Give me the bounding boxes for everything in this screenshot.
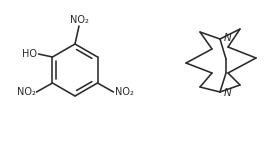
Text: N: N bbox=[224, 33, 232, 43]
Text: NO₂: NO₂ bbox=[114, 87, 133, 97]
Text: NO₂: NO₂ bbox=[17, 87, 35, 97]
Text: HO: HO bbox=[23, 49, 37, 59]
Text: NO₂: NO₂ bbox=[69, 15, 88, 25]
Text: N: N bbox=[224, 88, 232, 98]
